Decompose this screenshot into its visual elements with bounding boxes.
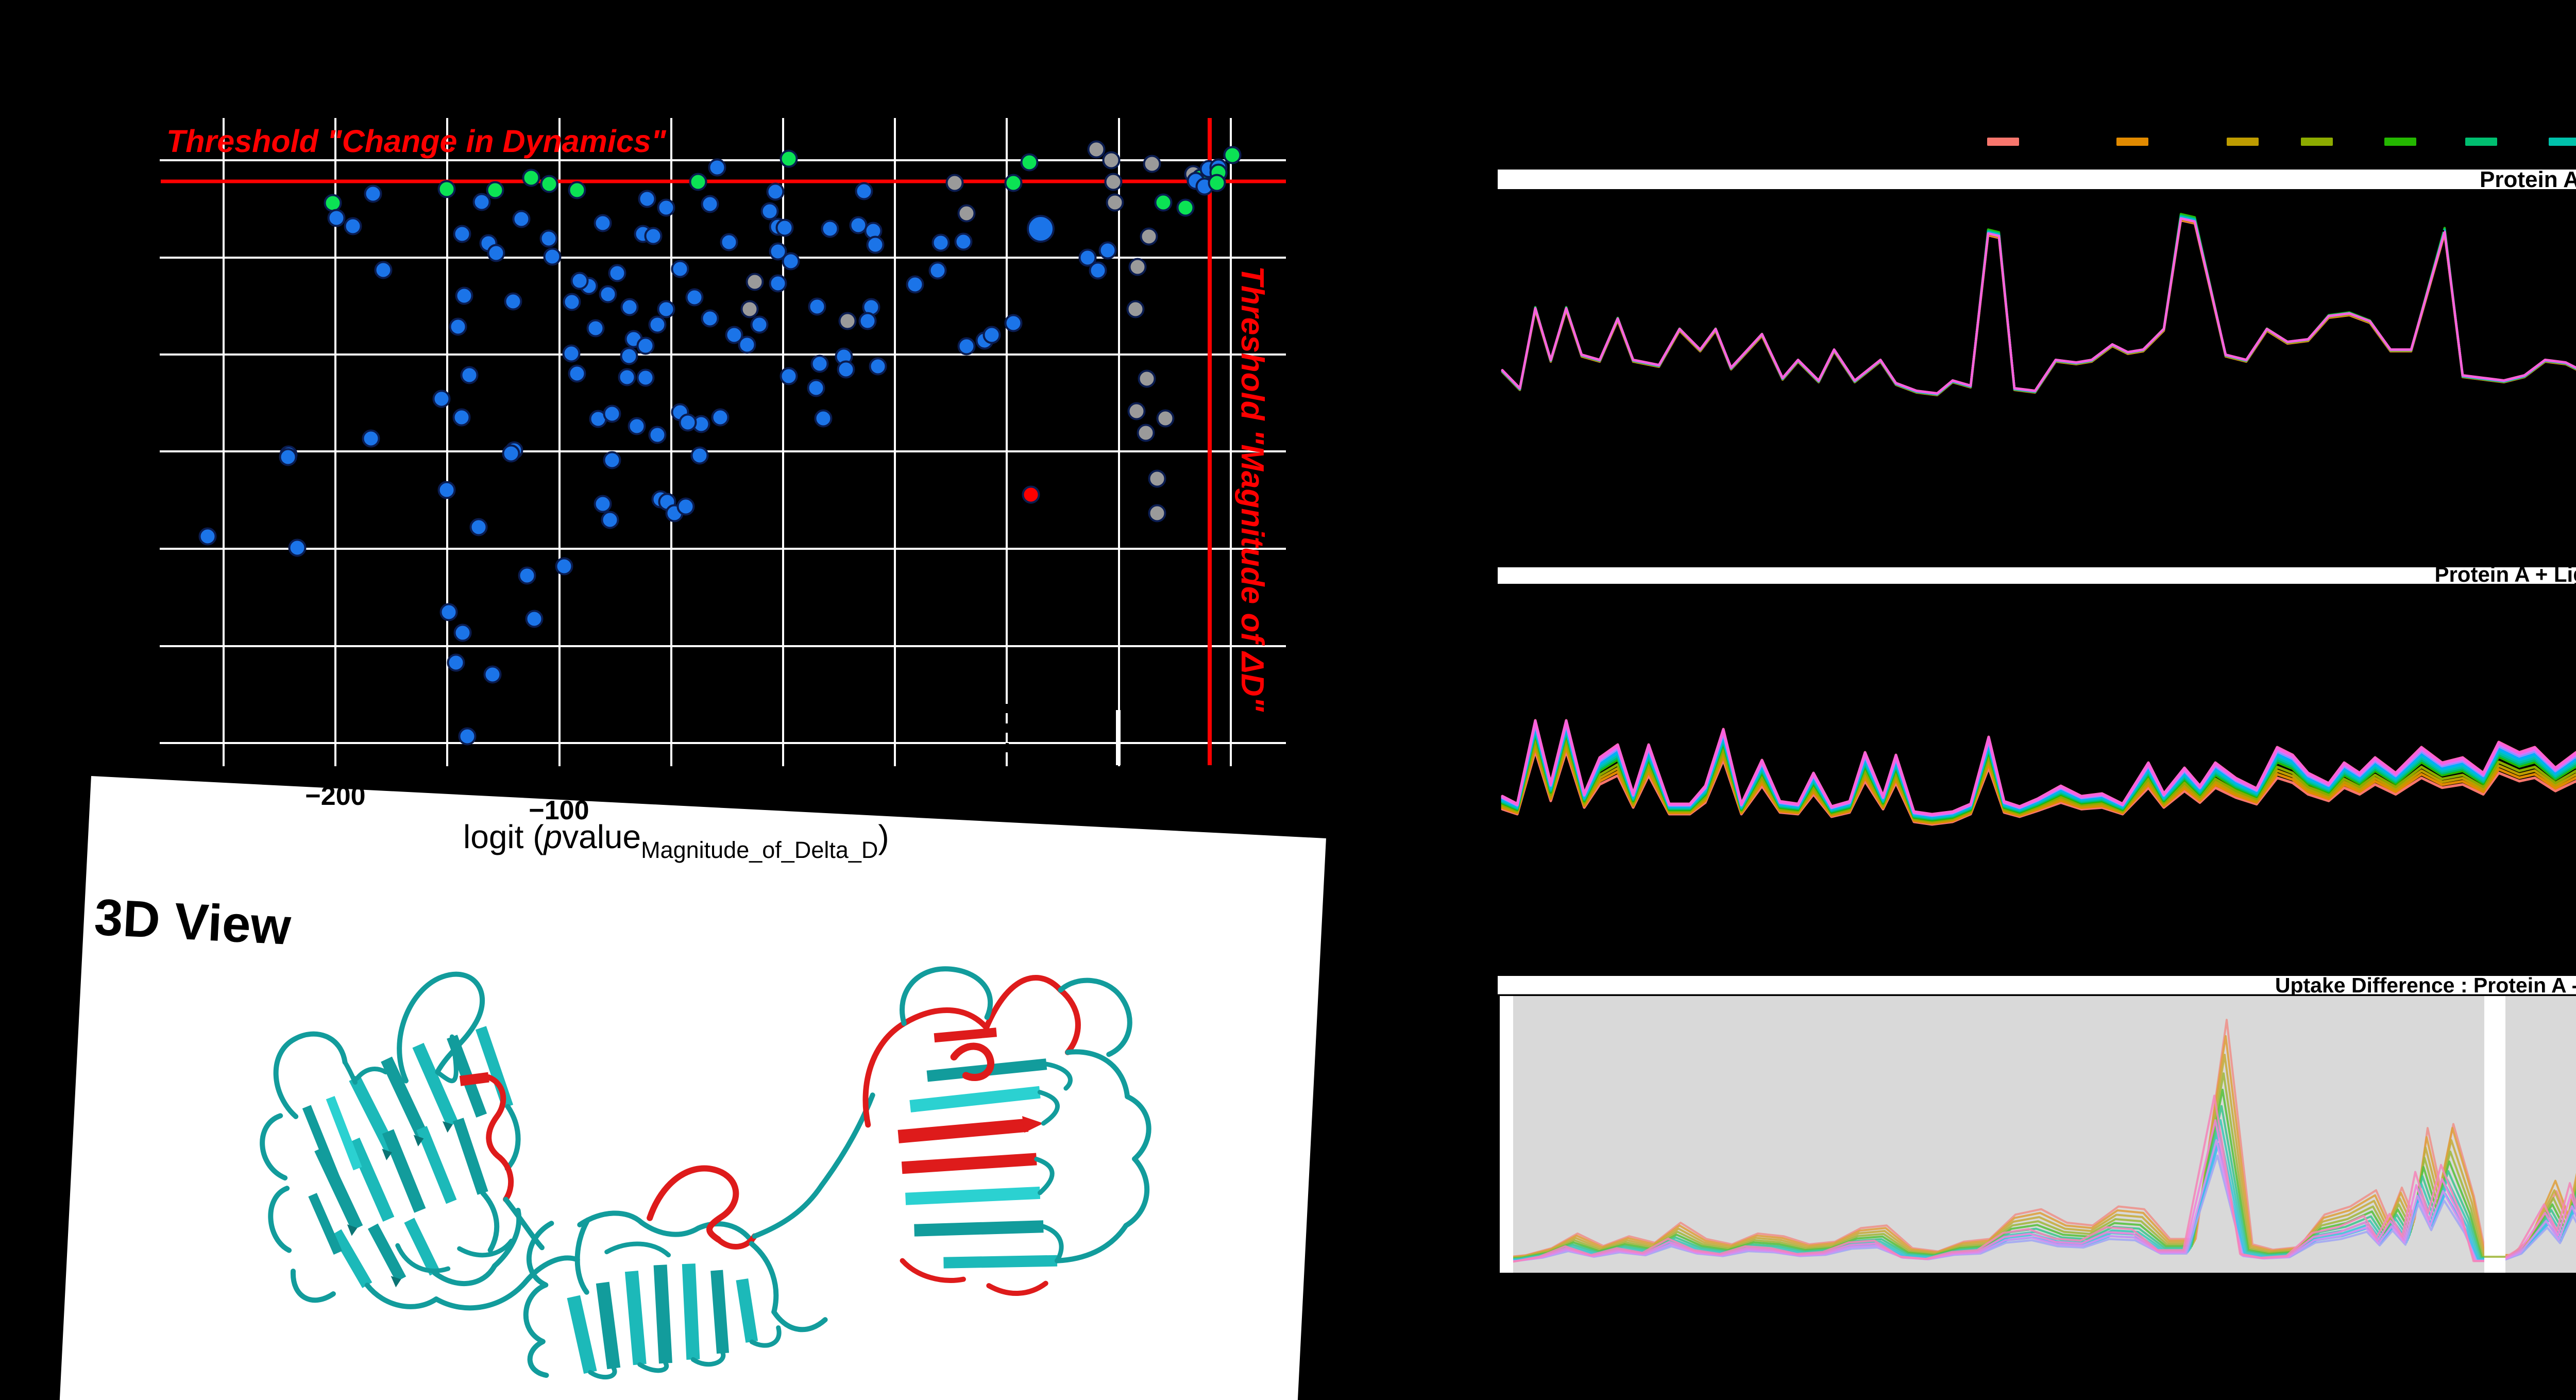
svg-text:Uptake Difference : Protein A: Uptake Difference : Protein A - (Protein… <box>2275 973 2576 997</box>
svg-text:Protein A: Protein A <box>2480 167 2576 192</box>
svg-text:−200: −200 <box>305 781 365 811</box>
svg-text:−100: −100 <box>529 796 589 825</box>
svg-text:Threshold "Magnitude of ΔD": Threshold "Magnitude of ΔD" <box>1234 266 1270 713</box>
svg-text:3D View: 3D View <box>93 888 292 956</box>
svg-text:Protein A + Ligand: Protein A + Ligand <box>2434 562 2576 586</box>
svg-text:Threshold "Change in Dynamics": Threshold "Change in Dynamics" <box>166 124 667 159</box>
